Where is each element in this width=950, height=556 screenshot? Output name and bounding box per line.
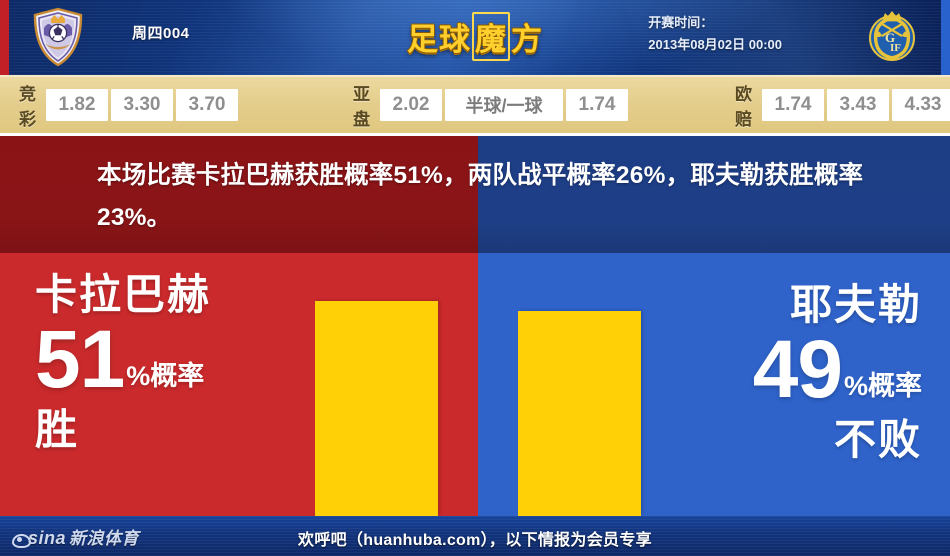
odds-cell-jingcai-draw[interactable]: 3.30 bbox=[111, 89, 173, 121]
home-team-name: 卡拉巴赫 bbox=[35, 271, 212, 318]
odds-cell-european-draw[interactable]: 3.43 bbox=[827, 89, 889, 121]
odds-cell-jingcai-home[interactable]: 1.82 bbox=[46, 89, 108, 121]
odds-group-european: 欧赔 1.74 3.43 4.33 bbox=[735, 77, 950, 133]
away-team-name: 耶夫勒 bbox=[789, 281, 922, 328]
away-percent-suffix: %概率 bbox=[843, 371, 922, 401]
odds-group-label: 竞彩 bbox=[19, 85, 37, 129]
odds-cell-asian-handicap[interactable]: 半球/一球 bbox=[445, 89, 563, 121]
kickoff-value: 2013年08月02日 00:00 bbox=[648, 37, 782, 52]
summary-band: 本场比赛卡拉巴赫获胜概率51%，两队战平概率26%，耶夫勒获胜概率23%。 bbox=[0, 136, 950, 253]
home-result-word: 胜 bbox=[35, 406, 80, 453]
odds-cell-european-home[interactable]: 1.74 bbox=[762, 89, 824, 121]
header-right-edge-stripe bbox=[941, 0, 950, 75]
home-team-panel: 卡拉巴赫 51 %概率 胜 bbox=[0, 253, 478, 516]
odds-group-label: 欧赔 bbox=[735, 85, 753, 129]
odds-cell-asian-home[interactable]: 2.02 bbox=[380, 89, 442, 121]
away-team-panel: 耶夫勒 49 %概率 不败 bbox=[478, 253, 950, 516]
probability-comparison: 卡拉巴赫 51 %概率 胜 耶夫勒 49 %概率 不败 bbox=[0, 253, 950, 516]
qarabag-crest-icon bbox=[33, 7, 83, 67]
svg-text:G: G bbox=[885, 30, 895, 45]
brand-logo-text: 足球魔方 bbox=[407, 12, 543, 61]
away-result-word: 不败 bbox=[833, 416, 922, 463]
brand-logo-part-b: 魔 bbox=[472, 12, 510, 61]
odds-cell-european-away[interactable]: 4.33 bbox=[892, 89, 950, 121]
away-percent-row: 49 %概率 bbox=[752, 324, 922, 415]
summary-text: 本场比赛卡拉巴赫获胜概率51%，两队战平概率26%，耶夫勒获胜概率23%。 bbox=[97, 162, 864, 231]
away-probability-bar bbox=[518, 311, 641, 516]
brand-logo: 足球魔方 bbox=[0, 12, 950, 61]
kickoff-time-block: 开赛时间： 2013年08月02日 00:00 bbox=[648, 12, 782, 56]
header-bar: 周四004 足球魔方 开赛时间： 2013年08月02日 00:00 G IF bbox=[0, 0, 950, 75]
odds-group-asian: 亚盘 2.02 半球/一球 1.74 bbox=[353, 77, 631, 133]
svg-text:IF: IF bbox=[890, 42, 901, 54]
header-left-edge-stripe bbox=[0, 0, 9, 75]
odds-group-label: 亚盘 bbox=[353, 85, 371, 129]
brand-logo-part-c: 方 bbox=[511, 22, 543, 57]
away-percent-value: 49 bbox=[752, 324, 843, 415]
home-percent-row: 51 %概率 bbox=[35, 314, 211, 405]
home-percent-suffix: %概率 bbox=[126, 361, 205, 391]
sina-eye-icon bbox=[12, 532, 31, 548]
sina-sports-logo[interactable]: sina 新浪体育 bbox=[12, 524, 139, 549]
gefle-crest-icon: G IF bbox=[869, 11, 915, 61]
home-probability-bar bbox=[315, 301, 438, 516]
summary-band-right-bg bbox=[478, 136, 950, 253]
odds-cell-jingcai-away[interactable]: 3.70 bbox=[176, 89, 238, 121]
footer-bar: sina 新浪体育 欢呼吧（huanhuba.com），以下情报为会员专享 bbox=[0, 516, 950, 556]
kickoff-label: 开赛时间： bbox=[648, 15, 714, 30]
brand-logo-part-a: 足球 bbox=[407, 22, 471, 57]
summary-band-left-bg bbox=[0, 136, 478, 253]
home-percent-value: 51 bbox=[35, 314, 125, 405]
away-team-block: 耶夫勒 49 %概率 不败 bbox=[753, 279, 922, 465]
sina-brand-text: sina bbox=[28, 528, 67, 548]
sina-brand-cn: 新浪体育 bbox=[69, 529, 140, 548]
match-number: 周四004 bbox=[132, 25, 190, 42]
odds-bar: 竞彩 1.82 3.30 3.70 亚盘 2.02 半球/一球 1.74 欧赔 … bbox=[0, 75, 950, 133]
odds-cell-asian-away[interactable]: 1.74 bbox=[566, 89, 628, 121]
odds-group-jingcai: 竞彩 1.82 3.30 3.70 bbox=[19, 77, 241, 133]
promo-text: 欢呼吧（huanhuba.com），以下情报为会员专享 bbox=[298, 532, 652, 549]
home-team-block: 卡拉巴赫 51 %概率 胜 bbox=[35, 269, 211, 455]
